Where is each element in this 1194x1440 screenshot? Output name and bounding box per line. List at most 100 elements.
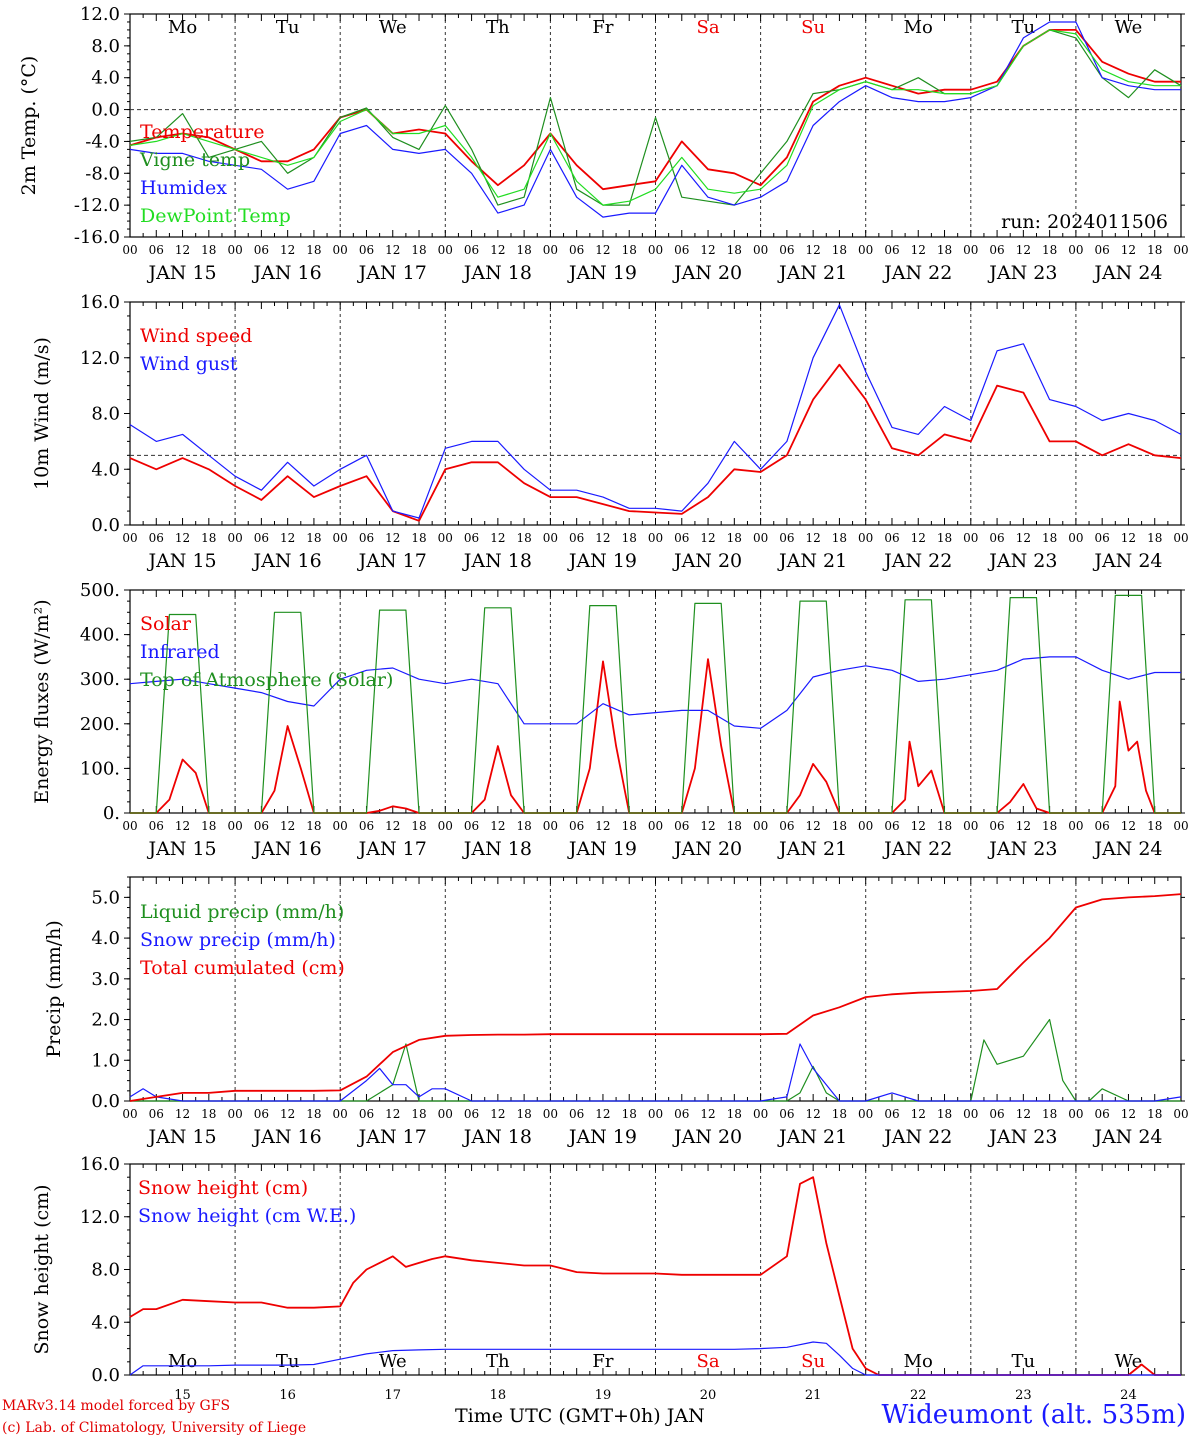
x-hour-label: 06 xyxy=(359,531,374,545)
x-hour-label: 18 xyxy=(937,243,952,257)
x-hour-label: 00 xyxy=(1173,243,1188,257)
y-tick-label: 400. xyxy=(80,625,120,646)
x-date-label: JAN 17 xyxy=(357,550,427,572)
x-hour-label: 12 xyxy=(595,243,610,257)
x-date-label: JAN 24 xyxy=(1092,550,1162,572)
x-date-label: JAN 17 xyxy=(357,262,427,284)
x-hour-label: 18 xyxy=(201,819,216,833)
x-hour-label: 00 xyxy=(753,531,768,545)
x-hour-label: 00 xyxy=(333,531,348,545)
x-day-number: 22 xyxy=(910,1388,927,1403)
x-date-label: JAN 24 xyxy=(1092,1126,1162,1148)
run-label: run: 2024011506 xyxy=(1001,211,1168,233)
x-hour-label: 18 xyxy=(201,531,216,545)
x-date-label: JAN 20 xyxy=(672,838,742,860)
weekday-label: Sa xyxy=(697,1351,720,1372)
x-hour-label: 00 xyxy=(333,1107,348,1121)
x-date-label: JAN 21 xyxy=(777,838,847,860)
x-day-number: 20 xyxy=(700,1388,717,1403)
x-hour-label: 00 xyxy=(543,819,558,833)
x-hour-label: 00 xyxy=(438,819,453,833)
x-hour-label: 06 xyxy=(464,531,479,545)
x-hour-label: 18 xyxy=(1042,531,1057,545)
x-date-label: JAN 23 xyxy=(987,550,1057,572)
x-hour-label: 00 xyxy=(122,1107,137,1121)
series-line-snow-height-cm-w-e xyxy=(129,1341,1181,1376)
x-hour-label: 00 xyxy=(753,819,768,833)
x-hour-label: 12 xyxy=(280,1107,295,1121)
weekday-label: Th xyxy=(486,1351,510,1372)
x-hour-label: 18 xyxy=(937,819,952,833)
x-hour-label: 12 xyxy=(175,243,190,257)
x-hour-label: 06 xyxy=(779,819,794,833)
weekday-label: Mo xyxy=(904,17,933,38)
y-tick-label: 8.0 xyxy=(91,404,120,425)
x-date-label: JAN 22 xyxy=(882,838,952,860)
x-hour-label: 00 xyxy=(543,1107,558,1121)
y-tick-label: -4.0 xyxy=(85,131,120,152)
legend-entry: Total cumulated (cm) xyxy=(140,957,345,979)
x-hour-label: 12 xyxy=(385,819,400,833)
x-hour-label: 12 xyxy=(595,819,610,833)
x-hour-label: 12 xyxy=(1016,1107,1031,1121)
x-axis-month: JAN xyxy=(666,1405,705,1427)
x-hour-label: 00 xyxy=(648,1107,663,1121)
x-hour-label: 06 xyxy=(779,1107,794,1121)
x-hour-label: 00 xyxy=(1068,819,1083,833)
legend-entry: Top of Atmosphere (Solar) xyxy=(140,669,393,691)
x-day-number: 24 xyxy=(1120,1388,1137,1403)
x-hour-label: 18 xyxy=(727,531,742,545)
x-hour-label: 18 xyxy=(622,1107,637,1121)
y-tick-label: 3.0 xyxy=(91,969,120,990)
x-hour-label: 18 xyxy=(622,243,637,257)
x-day-number: 21 xyxy=(805,1388,822,1403)
x-hour-label: 12 xyxy=(490,1107,505,1121)
x-hour-label: 00 xyxy=(1173,1107,1188,1121)
x-date-label: JAN 20 xyxy=(672,550,742,572)
x-hour-label: 18 xyxy=(937,1107,952,1121)
x-hour-label: 00 xyxy=(963,1107,978,1121)
weekday-label: Th xyxy=(486,17,510,38)
x-hour-label: 12 xyxy=(700,243,715,257)
x-hour-label: 18 xyxy=(411,243,426,257)
x-date-label: JAN 18 xyxy=(462,550,532,572)
x-hour-label: 12 xyxy=(490,819,505,833)
x-hour-label: 18 xyxy=(1147,1107,1162,1121)
x-hour-label: 00 xyxy=(227,531,242,545)
x-hour-label: 18 xyxy=(1147,243,1162,257)
y-axis-label: Snow height (cm) xyxy=(31,1184,53,1354)
x-hour-label: 06 xyxy=(569,531,584,545)
x-hour-label: 00 xyxy=(227,819,242,833)
weekday-label: Tu xyxy=(1012,17,1036,38)
x-hour-label: 00 xyxy=(543,243,558,257)
x-hour-label: 18 xyxy=(1147,819,1162,833)
legend-entry: Liquid precip (mm/h) xyxy=(140,901,344,923)
y-tick-label: 0.0 xyxy=(91,515,120,536)
x-day-number: 18 xyxy=(490,1388,507,1403)
x-hour-label: 06 xyxy=(569,819,584,833)
weekday-label: Su xyxy=(801,1351,825,1372)
x-hour-label: 18 xyxy=(306,243,321,257)
x-hour-label: 18 xyxy=(832,1107,847,1121)
x-hour-label: 00 xyxy=(438,1107,453,1121)
x-hour-label: 06 xyxy=(149,819,164,833)
x-hour-label: 00 xyxy=(227,1107,242,1121)
x-hour-label: 06 xyxy=(149,531,164,545)
x-hour-label: 12 xyxy=(175,531,190,545)
x-hour-label: 00 xyxy=(438,531,453,545)
x-date-label: JAN 23 xyxy=(987,838,1057,860)
x-hour-label: 12 xyxy=(911,243,926,257)
weekday-label: We xyxy=(1115,17,1143,38)
x-hour-label: 06 xyxy=(359,819,374,833)
x-hour-label: 18 xyxy=(411,1107,426,1121)
y-tick-label: 16.0 xyxy=(80,1154,120,1175)
y-tick-label: 1.0 xyxy=(91,1050,120,1071)
x-hour-label: 12 xyxy=(595,1107,610,1121)
x-hour-label: 06 xyxy=(1095,819,1110,833)
x-day-number: 15 xyxy=(174,1388,191,1403)
y-tick-label: 300. xyxy=(80,669,120,690)
x-hour-label: 00 xyxy=(858,531,873,545)
x-hour-label: 12 xyxy=(1016,243,1031,257)
x-date-label: JAN 22 xyxy=(882,550,952,572)
x-hour-label: 06 xyxy=(464,819,479,833)
